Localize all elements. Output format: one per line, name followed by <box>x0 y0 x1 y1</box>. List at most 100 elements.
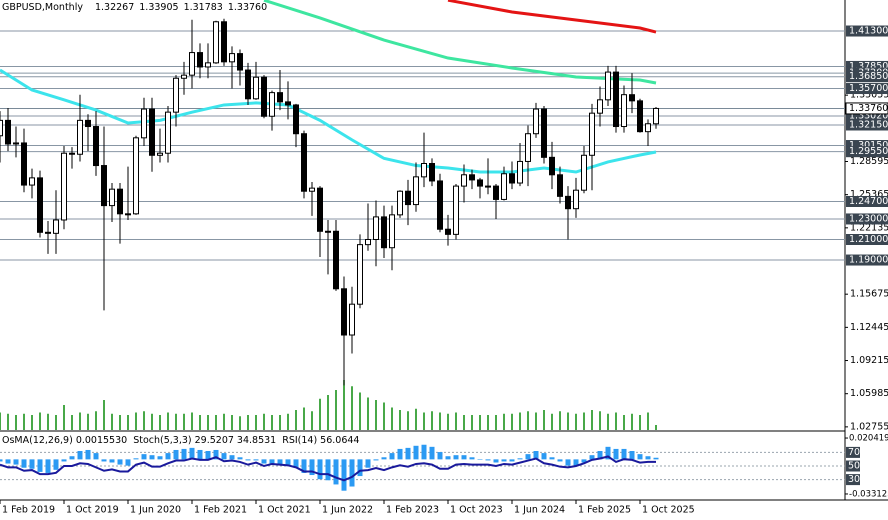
y-tick-label: 1.35055 <box>850 90 888 101</box>
osma-bar <box>565 459 571 466</box>
osma-bar <box>373 459 379 461</box>
moving-average <box>447 0 657 34</box>
volume <box>0 380 657 430</box>
y-tick-label: 1.15675 <box>850 289 888 300</box>
x-tick-label: 1 Feb 2025 <box>578 505 631 516</box>
osma-bar <box>517 458 523 460</box>
candle-body <box>581 154 587 191</box>
x-tick-label: 1 Oct 2023 <box>450 505 503 516</box>
osma-bar <box>485 459 491 461</box>
osma-bar <box>581 459 587 463</box>
candle-body <box>141 108 147 139</box>
x-tick-label: 1 Feb 2023 <box>386 505 439 516</box>
candle-body <box>101 165 107 207</box>
osma-bar <box>309 459 315 476</box>
candle-body <box>653 107 659 125</box>
osma-bar <box>5 459 11 464</box>
header-value: 1.33760 <box>228 2 267 13</box>
osma-bar <box>253 459 259 461</box>
candle-body <box>117 188 123 215</box>
candle-body <box>605 71 611 101</box>
candle-body <box>437 180 443 230</box>
y-tick-label: 1.02755 <box>850 421 888 432</box>
osma-bar <box>197 449 203 460</box>
osma-bar <box>437 452 443 460</box>
candle-body <box>597 99 603 114</box>
candle-body <box>93 126 99 167</box>
level-label: 1.36850 <box>849 71 888 82</box>
osma-bar <box>429 446 435 460</box>
candle-body <box>365 238 371 246</box>
candle-body <box>477 179 483 187</box>
chart-header: GBPUSD,Monthly 1.32267 1.33905 1.31783 1.337… <box>2 2 267 13</box>
candle-body <box>149 108 155 156</box>
candle-body <box>485 185 491 188</box>
osma-bar <box>213 449 219 460</box>
candle-body <box>525 133 531 162</box>
candle-body <box>293 104 299 135</box>
candle-body <box>357 244 363 305</box>
level-label: 1.19000 <box>849 255 888 266</box>
rsi-level-bg <box>846 474 860 486</box>
osma-bar <box>365 459 371 468</box>
candle-body <box>573 189 579 210</box>
oscillator <box>0 444 845 491</box>
level-label-bg <box>846 83 888 95</box>
osma-bar <box>0 459 3 462</box>
rsi-level-label: 70 <box>848 447 860 458</box>
candle-body <box>69 152 75 155</box>
osma-bar <box>61 459 67 462</box>
osma-bar <box>389 453 395 460</box>
level-label-bg <box>846 140 888 152</box>
candle-body <box>405 190 411 206</box>
levels <box>0 30 845 261</box>
osma-bar <box>181 448 187 460</box>
candle-body <box>237 53 243 71</box>
candle-body <box>37 177 43 233</box>
candle-body <box>317 187 323 232</box>
level-label: 1.30150 <box>849 140 888 151</box>
x-tick-label: 1 Oct 2025 <box>642 505 695 516</box>
osma-bar <box>101 459 107 462</box>
symbol: GBPUSD,Monthly <box>2 2 83 13</box>
candle-body <box>613 71 619 128</box>
level-label-bg <box>846 60 888 72</box>
osma-bar <box>501 459 507 462</box>
candle-body <box>589 112 595 156</box>
candle-body <box>5 119 11 145</box>
current-price-bg <box>845 102 888 115</box>
candles <box>0 18 659 386</box>
candle-body <box>253 76 259 100</box>
current-price-label: 1.33760 <box>849 103 888 114</box>
osma-bar <box>13 459 19 465</box>
candle-body <box>133 137 139 215</box>
osma-tick-label: -0.033123 <box>849 489 888 499</box>
osma-bar <box>653 457 659 460</box>
level-label-bg <box>846 71 888 83</box>
osma-bar <box>141 454 147 460</box>
osma-bar <box>229 455 235 460</box>
candle-body <box>533 108 539 135</box>
level-label-bg <box>846 195 888 207</box>
candle-body <box>517 160 523 184</box>
osma-bar <box>333 459 339 485</box>
candle-body <box>125 213 131 216</box>
candle-body <box>373 216 379 240</box>
y-tick-label: 1.05985 <box>850 388 888 399</box>
level-label: 1.21000 <box>849 234 888 245</box>
osma-bar <box>317 459 323 480</box>
osma-bar <box>605 446 611 460</box>
osma-bar <box>341 459 347 491</box>
x-tick-label: 1 Jun 2024 <box>514 505 565 516</box>
osma-bar <box>397 448 403 460</box>
candle-body <box>349 303 355 336</box>
candle-body <box>549 156 555 176</box>
candle-body <box>621 94 627 128</box>
level-label: 1.33020 <box>849 111 888 122</box>
osma-bar <box>173 449 179 460</box>
candle-body <box>13 142 19 145</box>
osma-bar <box>573 459 579 466</box>
candle-body <box>341 288 347 336</box>
rsi-level-label: 50 <box>848 461 860 472</box>
osma-bar <box>37 459 43 472</box>
